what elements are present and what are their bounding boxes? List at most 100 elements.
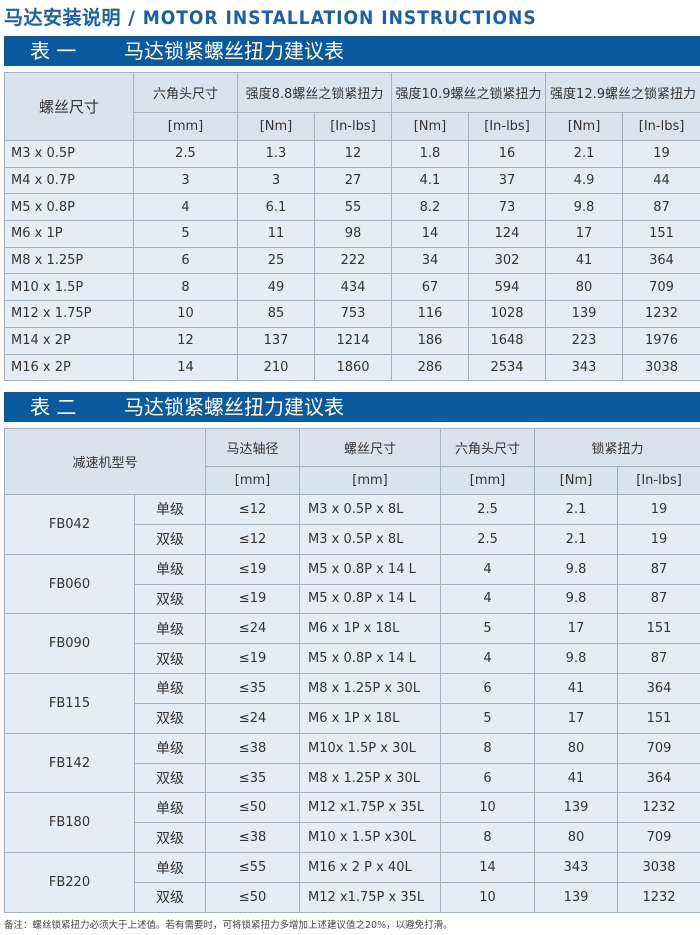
table-cell: ≤19: [205, 553, 301, 585]
table-cell: 80: [534, 822, 619, 854]
page-title: 马达安装说明 / MOTOR INSTALLATION INSTRUCTIONS: [4, 3, 537, 30]
table2-number: 表 二: [30, 395, 77, 419]
table-row: M6 x 1P 5 11 98 14 124 17 151: [4, 220, 700, 248]
table-cell: 10: [133, 300, 238, 328]
table-row: M5 x 0.8P 4 6.1 55 8.2 73 9.8 87: [4, 193, 700, 222]
table-row: 双级 ≤38 M10 x 1.5P x30L 8 80 709: [5, 822, 700, 854]
table-cell: 12: [133, 326, 238, 355]
table-cell: 6: [133, 246, 238, 275]
header-hex-size: 六角头尺寸: [440, 428, 536, 467]
table-cell: 67: [391, 273, 469, 302]
table-cell: 9.8: [534, 553, 619, 585]
table-cell: 151: [622, 220, 700, 248]
table-cell: 双级: [133, 643, 207, 675]
table2-title-bar: 表 二 马达锁紧螺丝扭力建议表: [4, 392, 700, 422]
table-cell: 41: [534, 673, 619, 704]
unit-header: [Nm]: [534, 466, 619, 495]
table-cell: M10 x 1.5P: [4, 273, 134, 302]
model-cell: FB042: [4, 494, 135, 555]
table-cell: 2534: [467, 353, 547, 382]
table-cell: ≤12: [205, 494, 301, 525]
gearbox-torque-table: 减速机型号 马达轴径 螺丝尺寸 六角头尺寸 锁紧扭力 [mm] [mm] [mm][…: [3, 428, 700, 913]
table-cell: 73: [467, 193, 547, 222]
table-cell: 98: [314, 220, 392, 248]
model-cell: FB060: [4, 553, 135, 615]
table-cell: 5: [440, 613, 536, 645]
table-cell: 17: [534, 702, 619, 734]
table-cell: 单级: [133, 852, 207, 883]
table-row: FB090 单级 ≤24 M6 x 1P x 18L 5 17 151: [4, 613, 700, 675]
table-cell: 364: [617, 762, 700, 794]
table-row: 双级 ≤12 M3 x 0.5P x 8L 2.5 2.1 19: [5, 523, 700, 555]
table-cell: 4.1: [391, 166, 469, 195]
table-cell: 19: [617, 494, 700, 525]
table-cell: M16 x 2 P x 40L: [299, 852, 442, 883]
unit-header: [In-lbs]: [314, 112, 392, 141]
table-cell: 3: [133, 166, 238, 195]
header-screw-size: 螺丝尺寸: [4, 72, 134, 141]
table-cell: 87: [617, 643, 700, 675]
table-cell: 80: [534, 732, 619, 764]
table-cell: 49: [237, 273, 315, 302]
table-cell: ≤55: [205, 852, 301, 883]
table-cell: 8: [440, 822, 536, 854]
table-cell: 双级: [133, 822, 207, 854]
table-cell: 6: [440, 673, 536, 704]
unit-header: [mm]: [299, 466, 442, 495]
table-cell: ≤35: [205, 762, 301, 794]
table-cell: 4: [440, 583, 536, 615]
unit-header: [In-lbs]: [617, 466, 700, 495]
header-torque: 锁紧扭力: [534, 428, 700, 467]
table-cell: 80: [545, 273, 624, 302]
unit-header: [Nm]: [391, 112, 469, 141]
model-cell: FB115: [4, 673, 135, 734]
table-row: M12 x 1.75P 10 85 753 116 1028 139 1232: [4, 300, 700, 328]
table-cell: 1860: [314, 353, 392, 382]
table-cell: M12 x 1.75P: [4, 300, 134, 328]
table-cell: 10: [440, 881, 536, 913]
unit-header: [mm]: [205, 466, 301, 495]
table-cell: 2.1: [534, 494, 619, 525]
table-row: FB220 单级 ≤55 M16 x 2 P x 40L 14 343 3038: [4, 852, 700, 913]
unit-header: [In-lbs]: [467, 112, 547, 141]
table-cell: 3038: [622, 353, 700, 382]
table-cell: 10: [440, 792, 536, 824]
header-grade-8-8: 强度8.8螺丝之锁紧扭力: [237, 72, 392, 113]
table-cell: 434: [314, 273, 392, 302]
table-cell: 85: [237, 300, 315, 328]
header-grade-10-9: 强度10.9螺丝之锁紧扭力: [390, 72, 547, 113]
model-cell: FB142: [4, 732, 135, 794]
table-cell: ≤19: [205, 583, 301, 615]
table-cell: M5 x 0.8P x 14 L: [299, 583, 442, 615]
table-cell: 87: [622, 193, 700, 222]
table-cell: M5 x 0.8P x 14 L: [299, 643, 442, 675]
table-cell: 137: [237, 326, 315, 355]
table-row: M14 x 2P 12 137 1214 186 1648 223 1976: [4, 326, 700, 355]
table-cell: M8 x 1.25P x 30L: [299, 673, 442, 704]
table-cell: 16: [467, 140, 547, 168]
table-row: FB042 单级 ≤12 M3 x 0.5P x 8L 2.5 2.1 19: [4, 494, 700, 555]
table-cell: M12 x1.75P x 35L: [299, 792, 442, 824]
table-cell: M3 x 0.5P x 8L: [299, 523, 442, 555]
table-cell: 343: [545, 353, 624, 382]
table-cell: 1.3: [237, 140, 315, 168]
table-cell: 139: [534, 881, 619, 913]
table-cell: ≤24: [205, 702, 301, 734]
table-cell: 4: [440, 553, 536, 585]
table-cell: 双级: [133, 583, 207, 615]
header-grade-12-9: 强度12.9螺丝之锁紧扭力: [545, 72, 700, 113]
table-cell: 19: [617, 523, 700, 555]
table-cell: M3 x 0.5P: [4, 140, 134, 168]
table-cell: 87: [617, 553, 700, 585]
table2-name: 马达锁紧螺丝扭力建议表: [124, 395, 344, 419]
header-gearbox-model: 减速机型号: [3, 428, 207, 495]
table-cell: 594: [467, 273, 547, 302]
table-cell: M14 x 2P: [4, 326, 134, 355]
table-cell: 286: [391, 353, 469, 382]
table-cell: 27: [314, 166, 392, 195]
table-cell: 44: [622, 166, 700, 195]
table-cell: 14: [440, 852, 536, 883]
table-cell: 1648: [467, 326, 547, 355]
table-row: FB060 单级 ≤19 M5 x 0.8P x 14 L 4 9.8 87: [4, 553, 700, 615]
table-cell: 6: [440, 762, 536, 794]
